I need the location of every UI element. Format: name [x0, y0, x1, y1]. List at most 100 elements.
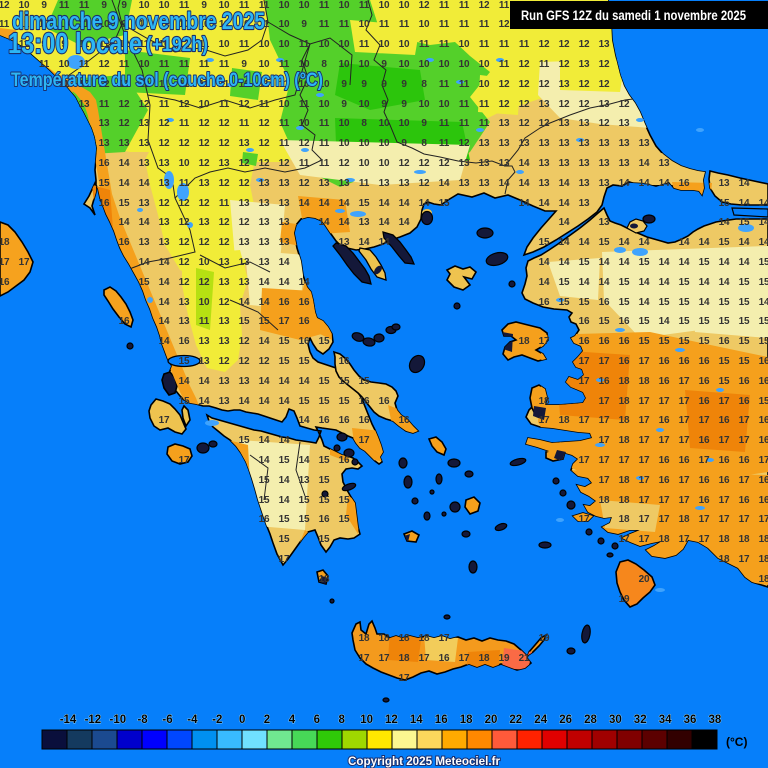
svg-text:13: 13	[139, 118, 150, 129]
svg-text:15: 15	[719, 376, 730, 387]
svg-text:12: 12	[239, 158, 250, 169]
svg-text:12: 12	[219, 356, 230, 367]
svg-text:9: 9	[401, 79, 407, 90]
svg-text:17: 17	[379, 653, 390, 664]
svg-text:15: 15	[299, 514, 310, 525]
svg-text:16: 16	[659, 376, 670, 387]
svg-text:17: 17	[679, 396, 690, 407]
svg-text:10: 10	[359, 158, 370, 169]
svg-text:11: 11	[459, 118, 470, 129]
svg-text:15: 15	[739, 316, 750, 327]
svg-text:11: 11	[199, 79, 210, 90]
svg-text:11: 11	[239, 0, 250, 11]
svg-text:14: 14	[659, 178, 670, 189]
svg-text:15: 15	[259, 316, 270, 327]
svg-text:11: 11	[179, 118, 190, 129]
svg-text:18: 18	[539, 396, 550, 407]
svg-text:17: 17	[359, 435, 370, 446]
svg-text:10: 10	[139, 59, 150, 70]
svg-text:13: 13	[599, 138, 610, 149]
svg-text:12: 12	[239, 336, 250, 347]
svg-text:13: 13	[299, 475, 310, 486]
svg-text:10: 10	[360, 714, 373, 726]
svg-text:14: 14	[199, 376, 210, 387]
svg-text:18: 18	[759, 574, 768, 585]
svg-text:10: 10	[159, 39, 170, 50]
svg-text:18: 18	[619, 435, 630, 446]
svg-text:16: 16	[659, 475, 670, 486]
svg-text:16: 16	[359, 415, 370, 426]
svg-text:13: 13	[459, 178, 470, 189]
svg-text:15: 15	[579, 297, 590, 308]
svg-text:15: 15	[739, 297, 750, 308]
svg-text:15: 15	[259, 475, 270, 486]
svg-text:8: 8	[361, 118, 367, 129]
svg-text:14: 14	[279, 277, 290, 288]
svg-text:16: 16	[739, 376, 750, 387]
svg-text:13: 13	[379, 178, 390, 189]
svg-text:13: 13	[239, 237, 250, 248]
svg-text:13: 13	[539, 99, 550, 110]
svg-text:12: 12	[179, 277, 190, 288]
svg-text:10: 10	[359, 59, 370, 70]
svg-text:12: 12	[259, 138, 270, 149]
svg-text:10: 10	[139, 0, 150, 11]
svg-text:10: 10	[399, 0, 410, 11]
svg-text:10: 10	[279, 99, 290, 110]
svg-text:11: 11	[439, 138, 450, 149]
svg-text:14: 14	[759, 237, 768, 248]
svg-text:10: 10	[479, 79, 490, 90]
svg-text:12: 12	[539, 39, 550, 50]
svg-text:14: 14	[239, 297, 250, 308]
svg-text:11: 11	[79, 59, 90, 70]
svg-text:11: 11	[339, 19, 350, 30]
svg-text:11: 11	[79, 0, 90, 11]
svg-text:14: 14	[619, 257, 630, 268]
svg-text:14: 14	[399, 217, 410, 228]
svg-text:11: 11	[139, 19, 150, 30]
svg-text:15: 15	[319, 455, 330, 466]
svg-text:15: 15	[559, 277, 570, 288]
svg-text:16: 16	[719, 415, 730, 426]
svg-text:15: 15	[279, 455, 290, 466]
svg-text:14: 14	[259, 396, 270, 407]
svg-text:15: 15	[759, 257, 768, 268]
svg-text:12: 12	[559, 99, 570, 110]
svg-text:11: 11	[279, 138, 290, 149]
svg-text:16: 16	[319, 514, 330, 525]
svg-text:10: 10	[419, 19, 430, 30]
svg-text:17: 17	[599, 356, 610, 367]
svg-text:12: 12	[199, 198, 210, 209]
svg-text:15: 15	[99, 178, 110, 189]
svg-text:-2: -2	[212, 714, 222, 726]
svg-text:9: 9	[341, 79, 347, 90]
svg-text:16: 16	[719, 475, 730, 486]
svg-text:17: 17	[599, 455, 610, 466]
svg-text:15: 15	[339, 514, 350, 525]
svg-text:13: 13	[659, 158, 670, 169]
svg-text:13: 13	[99, 138, 110, 149]
svg-text:14: 14	[279, 376, 290, 387]
svg-text:12: 12	[199, 237, 210, 248]
svg-text:17: 17	[639, 455, 650, 466]
svg-text:9: 9	[41, 39, 47, 50]
svg-text:14: 14	[739, 178, 750, 189]
svg-text:11: 11	[19, 19, 30, 30]
svg-text:15: 15	[619, 277, 630, 288]
svg-text:17: 17	[279, 554, 290, 565]
svg-text:17: 17	[719, 495, 730, 506]
svg-text:17: 17	[579, 376, 590, 387]
svg-text:16: 16	[719, 455, 730, 466]
svg-text:15: 15	[599, 237, 610, 248]
svg-text:15: 15	[719, 356, 730, 367]
svg-text:16: 16	[299, 316, 310, 327]
svg-text:18: 18	[519, 336, 530, 347]
svg-text:15: 15	[759, 396, 768, 407]
svg-text:17: 17	[399, 673, 410, 684]
svg-text:4: 4	[289, 714, 296, 726]
svg-text:12: 12	[199, 118, 210, 129]
svg-text:13: 13	[639, 138, 650, 149]
svg-text:9: 9	[401, 138, 407, 149]
svg-text:15: 15	[239, 316, 250, 327]
svg-text:9: 9	[41, 0, 47, 11]
